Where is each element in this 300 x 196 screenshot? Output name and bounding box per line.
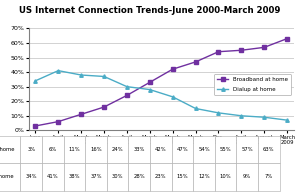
Broadband at home xyxy=(102,106,106,108)
Dialup at home xyxy=(240,115,243,117)
Dialup at home xyxy=(79,74,83,76)
Broadband at home xyxy=(56,120,60,123)
Broadband at home xyxy=(262,46,266,49)
Dialup at home xyxy=(56,69,60,72)
Legend: Broadband at home, Dialup at home: Broadband at home, Dialup at home xyxy=(214,74,291,95)
Broadband at home xyxy=(148,81,152,83)
Dialup at home xyxy=(34,80,37,82)
Line: Broadband at home: Broadband at home xyxy=(34,37,289,128)
Dialup at home xyxy=(171,96,175,98)
Broadband at home xyxy=(240,49,243,51)
Broadband at home xyxy=(171,68,175,70)
Dialup at home xyxy=(194,107,197,110)
Dialup at home xyxy=(102,75,106,78)
Broadband at home xyxy=(217,51,220,53)
Dialup at home xyxy=(285,119,289,121)
Dialup at home xyxy=(262,116,266,118)
Broadband at home xyxy=(285,37,289,40)
Dialup at home xyxy=(125,85,129,88)
Dialup at home xyxy=(148,88,152,91)
Broadband at home xyxy=(79,113,83,115)
Broadband at home xyxy=(194,61,197,63)
Text: US Internet Connection Trends-June 2000-March 2009: US Internet Connection Trends-June 2000-… xyxy=(19,6,281,15)
Broadband at home xyxy=(125,94,129,97)
Line: Dialup at home: Dialup at home xyxy=(34,69,289,122)
Dialup at home xyxy=(217,112,220,114)
Broadband at home xyxy=(34,125,37,127)
